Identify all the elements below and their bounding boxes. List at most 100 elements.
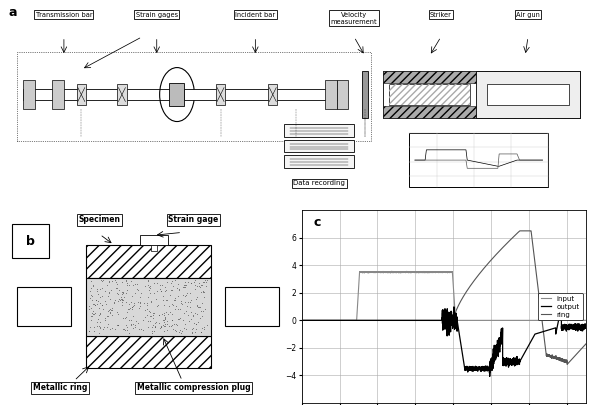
Point xyxy=(100,288,110,294)
Text: Velocity
measurement: Velocity measurement xyxy=(330,12,378,25)
Point xyxy=(94,311,104,318)
Point xyxy=(87,278,96,284)
Point xyxy=(136,326,145,333)
Point xyxy=(130,301,139,308)
Point xyxy=(176,300,186,307)
Point xyxy=(163,327,172,333)
Point xyxy=(111,285,120,292)
Point xyxy=(157,288,166,294)
Point xyxy=(186,303,195,310)
input xyxy=(511,318,518,323)
Point xyxy=(166,322,176,329)
Point xyxy=(135,326,144,333)
Point xyxy=(196,329,206,336)
Point xyxy=(202,322,211,328)
Point xyxy=(92,287,101,294)
Point xyxy=(160,315,169,322)
Point xyxy=(118,325,128,332)
Point xyxy=(181,326,191,333)
Point xyxy=(195,280,204,286)
Text: Metallic ring: Metallic ring xyxy=(33,383,87,392)
Point xyxy=(149,290,158,297)
Point xyxy=(117,289,127,295)
Point xyxy=(191,296,200,302)
Point xyxy=(178,284,188,290)
input xyxy=(469,318,476,323)
Point xyxy=(174,281,183,287)
Point xyxy=(145,282,154,289)
Point xyxy=(84,327,94,334)
Point xyxy=(86,285,95,291)
Point xyxy=(123,306,133,312)
Point xyxy=(104,289,114,296)
Point xyxy=(196,328,206,335)
Bar xyxy=(216,84,225,105)
Point xyxy=(159,317,168,323)
Point xyxy=(110,276,120,283)
Point xyxy=(95,323,104,329)
Point xyxy=(159,312,168,318)
Point xyxy=(107,324,117,331)
Point xyxy=(158,293,167,299)
Point xyxy=(182,303,191,309)
Text: Strain gages: Strain gages xyxy=(135,12,178,18)
Point xyxy=(121,299,130,305)
Point xyxy=(164,303,174,309)
Text: c: c xyxy=(313,216,320,229)
Point xyxy=(135,305,144,311)
Bar xyxy=(117,84,127,105)
Point xyxy=(188,329,197,335)
Point xyxy=(171,320,181,327)
Point xyxy=(161,287,171,293)
Point xyxy=(177,301,187,307)
Point xyxy=(87,317,96,324)
Point xyxy=(190,328,200,335)
Point xyxy=(190,279,199,286)
Point xyxy=(103,321,112,327)
Point xyxy=(154,320,164,327)
ring xyxy=(298,318,305,323)
Point xyxy=(121,313,131,320)
Point xyxy=(160,301,169,308)
Point xyxy=(168,325,178,332)
Point xyxy=(130,324,140,330)
Point xyxy=(118,297,127,303)
Point xyxy=(103,308,112,314)
Point xyxy=(117,290,127,297)
Point xyxy=(198,288,208,294)
Point xyxy=(193,319,203,325)
Bar xyxy=(389,84,470,105)
Point xyxy=(102,324,112,330)
Point xyxy=(196,282,206,289)
Point xyxy=(95,300,105,306)
Point xyxy=(162,320,171,327)
Point xyxy=(89,301,98,307)
Bar xyxy=(77,84,86,105)
Point xyxy=(117,302,127,308)
Point xyxy=(126,322,135,328)
Point xyxy=(120,326,130,333)
Point xyxy=(88,307,98,314)
ring xyxy=(564,362,571,367)
Point xyxy=(178,292,188,298)
Point xyxy=(194,304,203,310)
Point xyxy=(101,315,110,322)
ring xyxy=(483,263,490,268)
Point xyxy=(123,282,132,288)
Bar xyxy=(151,245,157,251)
Point xyxy=(160,323,169,329)
Point xyxy=(146,297,155,304)
Point xyxy=(92,301,102,307)
Point xyxy=(160,288,170,294)
Point xyxy=(95,324,104,330)
Point xyxy=(148,312,158,319)
Point xyxy=(98,306,107,312)
Point xyxy=(117,299,127,305)
Point xyxy=(180,298,190,305)
Point xyxy=(145,318,155,324)
Point xyxy=(163,318,172,324)
Point xyxy=(105,296,115,303)
Point xyxy=(190,281,200,288)
Point xyxy=(173,305,183,312)
Bar xyxy=(85,335,211,368)
